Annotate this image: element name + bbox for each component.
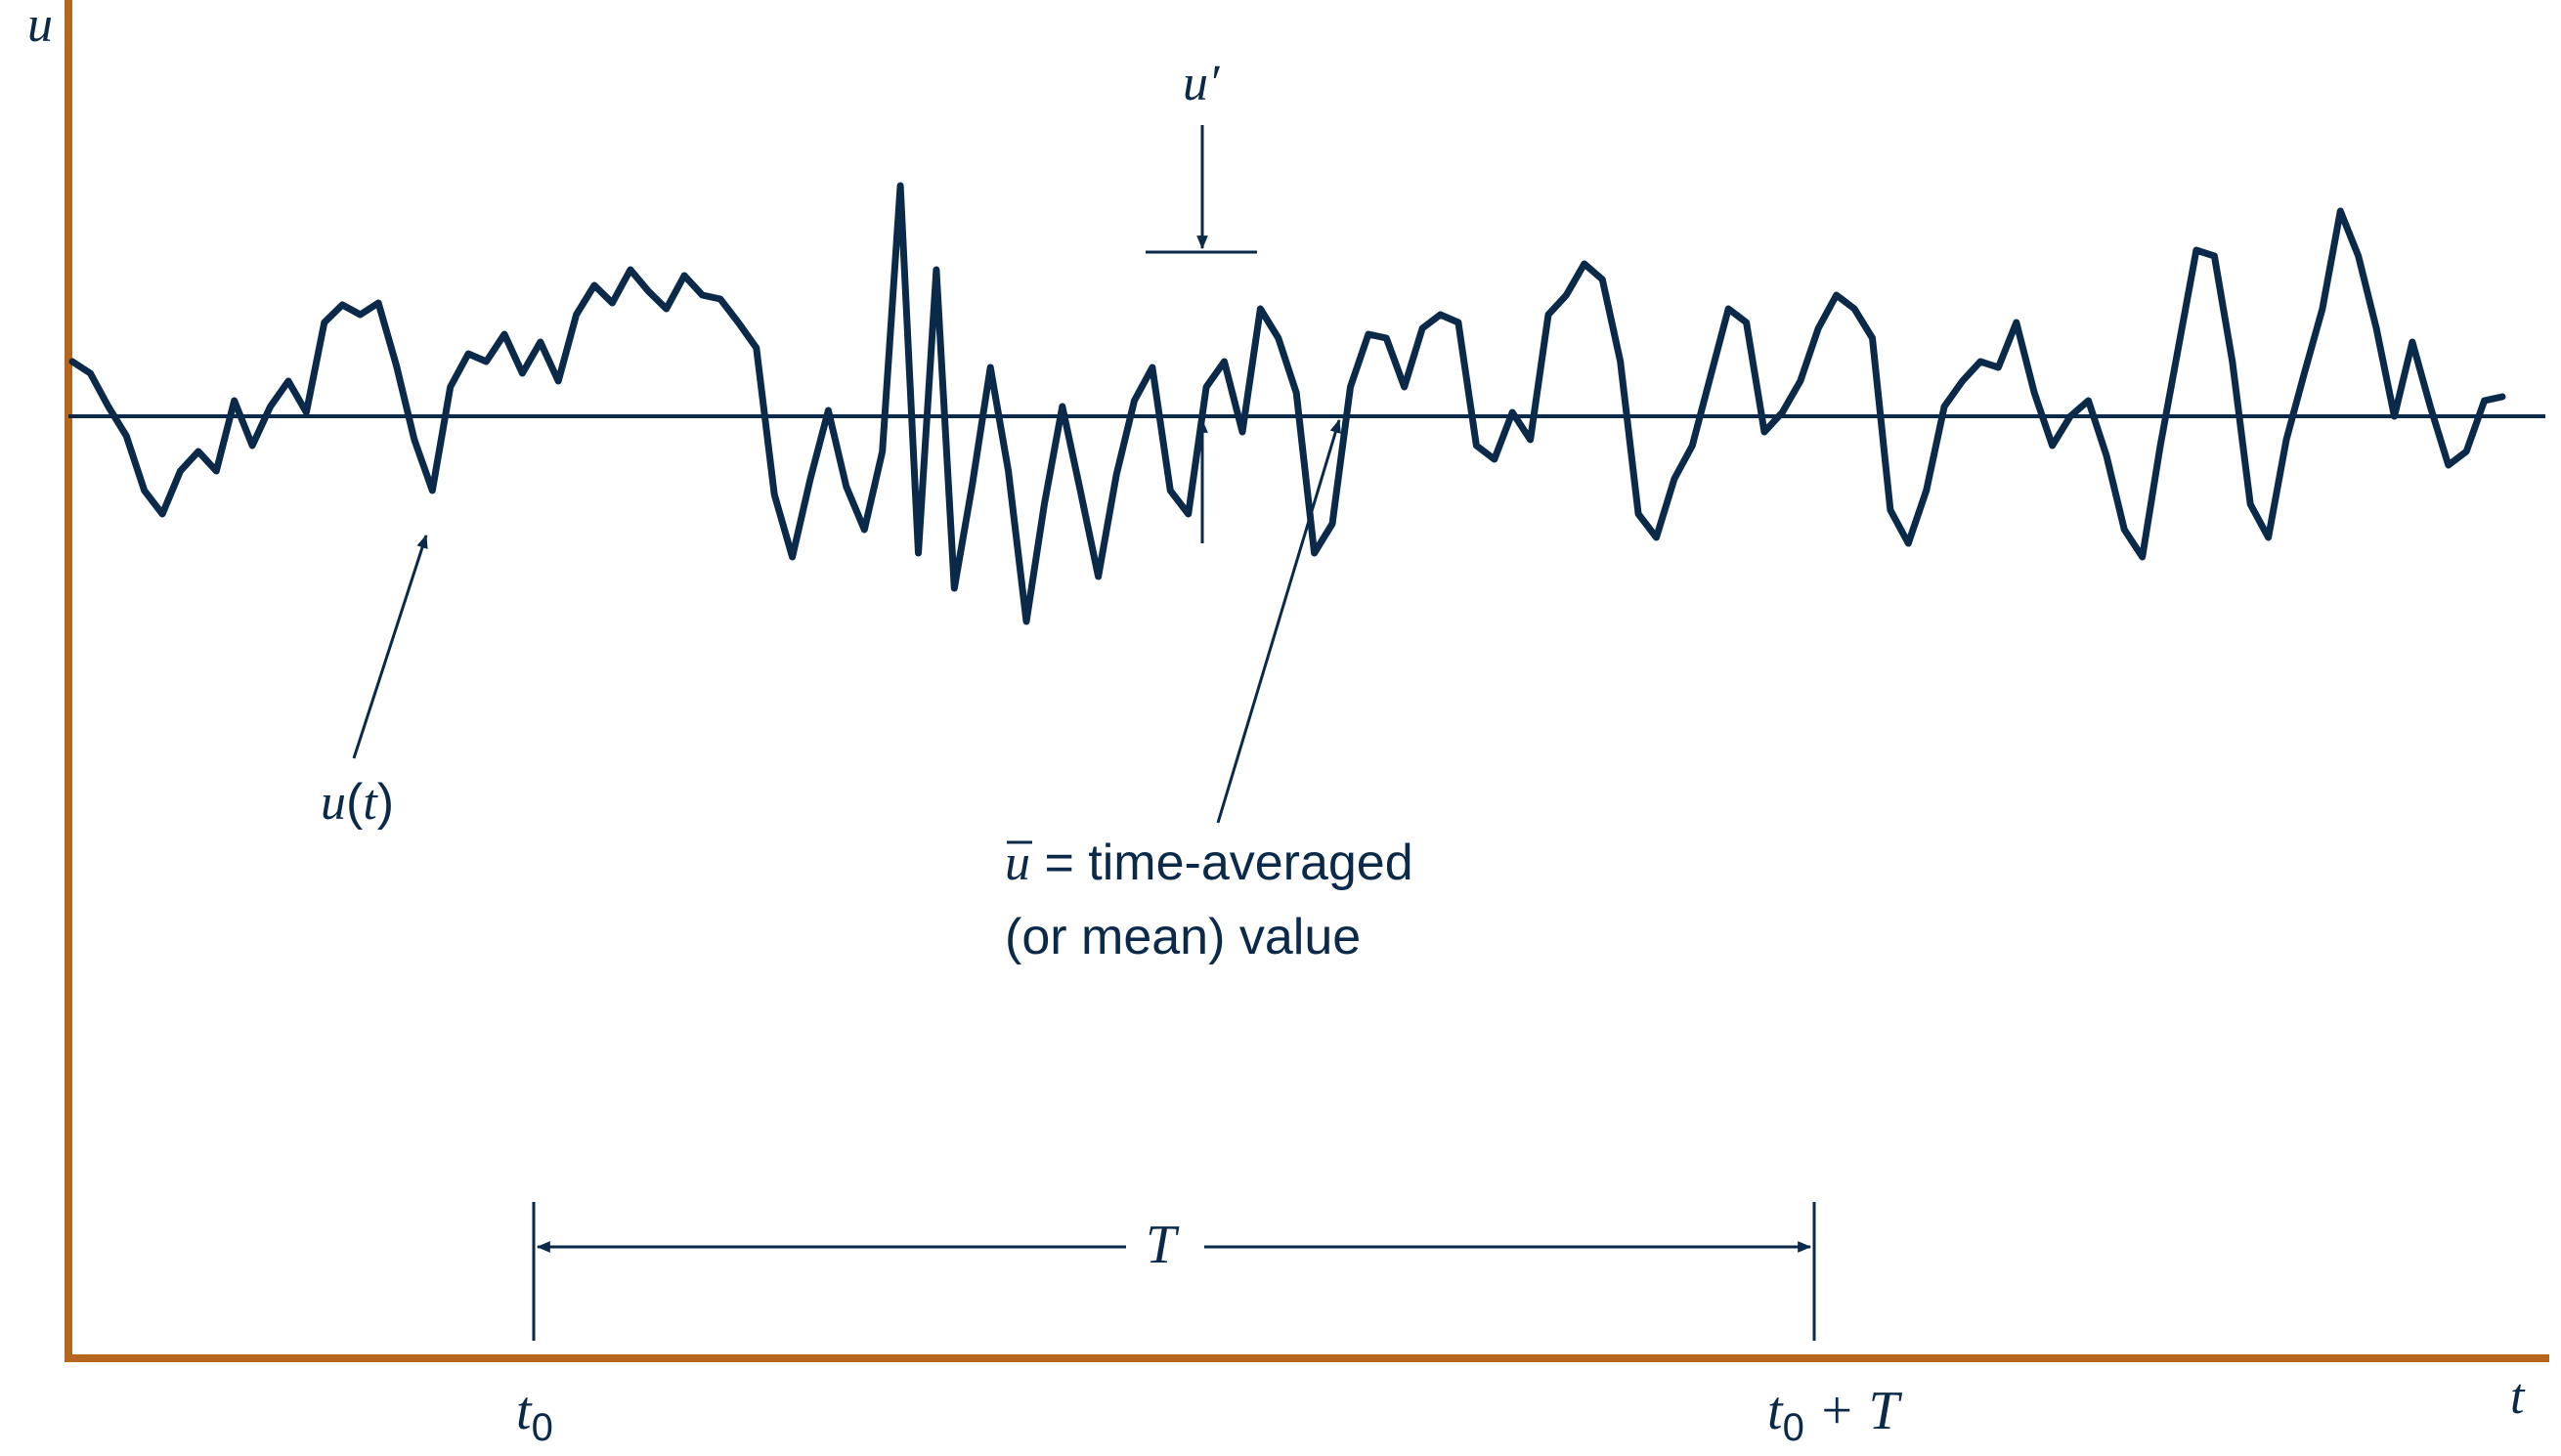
t0T-label-main: t (1767, 1381, 1784, 1441)
y-axis-label: u (27, 0, 53, 53)
signal-label-var: t (363, 775, 378, 831)
t0-label: t0 (516, 1381, 553, 1449)
t0T-label-rest: + T (1804, 1381, 1903, 1441)
t0T-label: t0 + T (1767, 1381, 1903, 1449)
mean-label-line2: (or mean) value (1005, 909, 1361, 965)
x-axis-label: t (2510, 1369, 2526, 1425)
mean-label-symbol: u (1005, 835, 1030, 891)
interval-label: T (1146, 1215, 1180, 1275)
t0-label-sub: 0 (532, 1406, 553, 1449)
t0T-label-sub: 0 (1783, 1406, 1804, 1449)
signal-label-paren-open: ( (346, 774, 364, 831)
t0-label-main: t (516, 1381, 533, 1441)
mean-leader-line (1216, 418, 1341, 824)
velocity-signal-curve (68, 182, 2506, 625)
fluctuation-label: u′ (1183, 56, 1221, 111)
mean-label-text: = time-averaged (1030, 835, 1413, 891)
mean-label-line1: u = time-averaged (1005, 835, 1413, 891)
signal-label-paren-close: ) (377, 774, 394, 831)
signal-label-main: u (321, 775, 346, 831)
signal-leader-line (352, 534, 428, 759)
signal-label: u(t) (321, 774, 394, 831)
